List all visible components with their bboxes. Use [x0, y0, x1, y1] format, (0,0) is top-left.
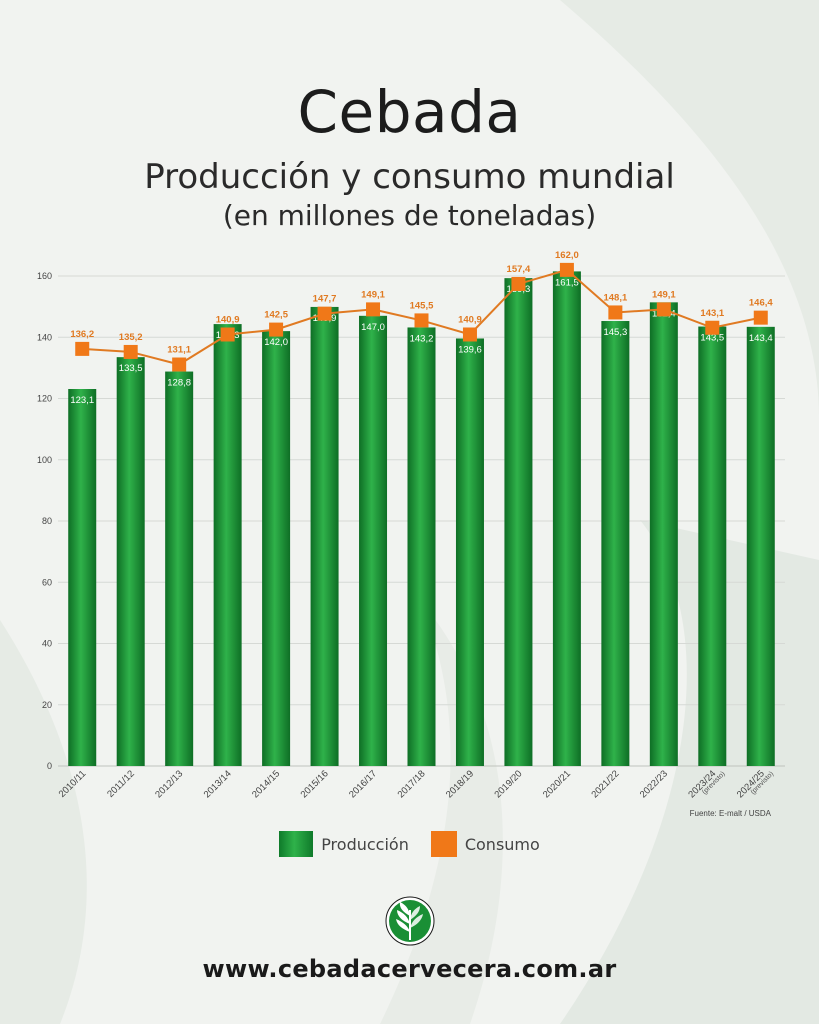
bar-production — [213, 324, 242, 766]
consumption-value-label: 162,0 — [555, 250, 579, 261]
x-tick-label: 2012/13 — [153, 768, 185, 800]
bar-production — [407, 327, 436, 766]
bar-value-label: 145,3 — [603, 327, 627, 338]
bar-value-label: 133,5 — [119, 363, 143, 374]
y-tick-label: 40 — [42, 639, 52, 649]
bar-production — [359, 315, 388, 766]
bar-value-label: 139,6 — [458, 344, 482, 355]
website-url: www.cebadacervecera.com.ar — [202, 955, 617, 983]
bar-production — [262, 331, 291, 766]
x-tick-label: 2014/15 — [250, 768, 282, 800]
legend-label-consumption: Consumo — [464, 834, 540, 854]
bar-production — [552, 271, 581, 766]
consumption-marker — [705, 320, 720, 335]
x-tick-label: 2015/16 — [299, 768, 331, 800]
bar-value-label: 128,8 — [167, 378, 191, 389]
bar-production — [68, 389, 97, 766]
consumption-value-label: 157,4 — [507, 264, 531, 275]
page-subtitle: Producción y consumo mundial — [144, 157, 675, 197]
legend-item-production: Producción — [279, 831, 409, 857]
consumption-marker — [608, 305, 623, 320]
consumption-line: 136,2 135,2 131,1 140,9 142,5 147,7 149,1 145,5… — [70, 250, 773, 372]
consumption-marker — [220, 327, 235, 342]
consumption-marker — [462, 327, 477, 342]
consumption-marker — [269, 322, 284, 337]
consumption-value-label: 145,5 — [410, 300, 434, 311]
consumption-value-label: 136,2 — [70, 329, 94, 340]
consumption-marker — [123, 344, 138, 359]
consumption-value-label: 149,1 — [652, 289, 676, 300]
y-tick-label: 140 — [37, 332, 52, 342]
consumption-marker — [511, 276, 526, 291]
consumption-value-label: 131,1 — [167, 345, 191, 356]
page-subtitle-units: (en millones de toneladas) — [222, 199, 597, 232]
page-title: Cebada — [297, 78, 522, 146]
x-tick-label: 2018/19 — [444, 768, 476, 800]
y-tick-label: 0 — [47, 761, 52, 771]
bar-production — [310, 306, 339, 766]
consumption-marker — [656, 302, 671, 317]
consumption-value-label: 147,7 — [313, 294, 337, 305]
legend-item-consumption: Consumo — [430, 831, 540, 857]
bar-production — [649, 302, 678, 766]
consumption-marker — [75, 341, 90, 356]
consumption-value-label: 146,4 — [749, 298, 773, 309]
x-tick-label: 2021/22 — [589, 768, 621, 800]
consumption-value-label: 140,9 — [216, 314, 240, 325]
legend-swatch-production — [279, 831, 314, 857]
consumption-marker — [753, 310, 768, 325]
x-tick-label: 2022/23 — [638, 768, 670, 800]
bar-production — [165, 371, 194, 766]
wheat-logo-icon — [385, 896, 435, 946]
bar-value-label: 147,0 — [361, 322, 385, 333]
legend-swatch-consumption — [430, 831, 457, 857]
bar-production — [504, 278, 533, 766]
bar-production — [601, 321, 630, 766]
bar-production — [698, 326, 727, 766]
consumption-marker — [172, 357, 187, 372]
bar-value-label: 123,1 — [70, 395, 94, 406]
consumption-marker — [414, 313, 429, 328]
consumption-marker — [366, 302, 381, 317]
consumption-value-label: 135,2 — [119, 332, 143, 343]
consumption-value-label: 149,1 — [361, 289, 385, 300]
x-axis: 2010/11 2011/12 2012/13 2013/14 2014/15 2015/… — [57, 768, 775, 800]
x-tick-label: 2010/11 — [57, 768, 89, 800]
x-tick-label: 2011/12 — [105, 768, 137, 800]
x-tick-label: 2019/20 — [492, 768, 524, 800]
consumption-value-label: 148,1 — [603, 292, 627, 303]
y-tick-label: 160 — [37, 271, 52, 281]
consumption-value-label: 140,9 — [458, 314, 482, 325]
consumption-value-label: 143,1 — [700, 308, 724, 319]
bar-value-label: 142,0 — [264, 337, 288, 348]
x-tick-label: 2016/17 — [347, 768, 379, 800]
bar-production — [116, 357, 145, 766]
y-tick-label: 20 — [42, 700, 52, 710]
bar-production — [746, 326, 775, 766]
x-tick-label: 2017/18 — [396, 768, 428, 800]
x-tick-label: 2013/14 — [202, 768, 234, 800]
y-tick-label: 80 — [42, 516, 52, 526]
source-note: Fuente: E-malt / USDA — [689, 809, 771, 818]
bar-value-label: 161,5 — [555, 277, 579, 288]
consumption-value-label: 142,5 — [264, 310, 288, 321]
bar-value-label: 143,2 — [410, 333, 434, 344]
x-tick-label: 2020/21 — [541, 768, 573, 800]
y-tick-label: 100 — [37, 455, 52, 465]
bar-value-label: 143,5 — [700, 333, 724, 344]
y-tick-label: 60 — [42, 577, 52, 587]
y-axis: 0 20 40 60 80 100 120 140 160 — [37, 271, 52, 771]
consumption-marker — [559, 262, 574, 277]
y-tick-label: 120 — [37, 394, 52, 404]
production-bars: 123,1133,5128,8144,3142,0149,9147,0143,2… — [68, 271, 775, 766]
bar-value-label: 143,4 — [749, 333, 773, 344]
bar-production — [455, 338, 484, 766]
legend-label-production: Producción — [321, 834, 409, 854]
consumption-marker — [317, 306, 332, 321]
legend: Producción Consumo — [0, 831, 819, 857]
